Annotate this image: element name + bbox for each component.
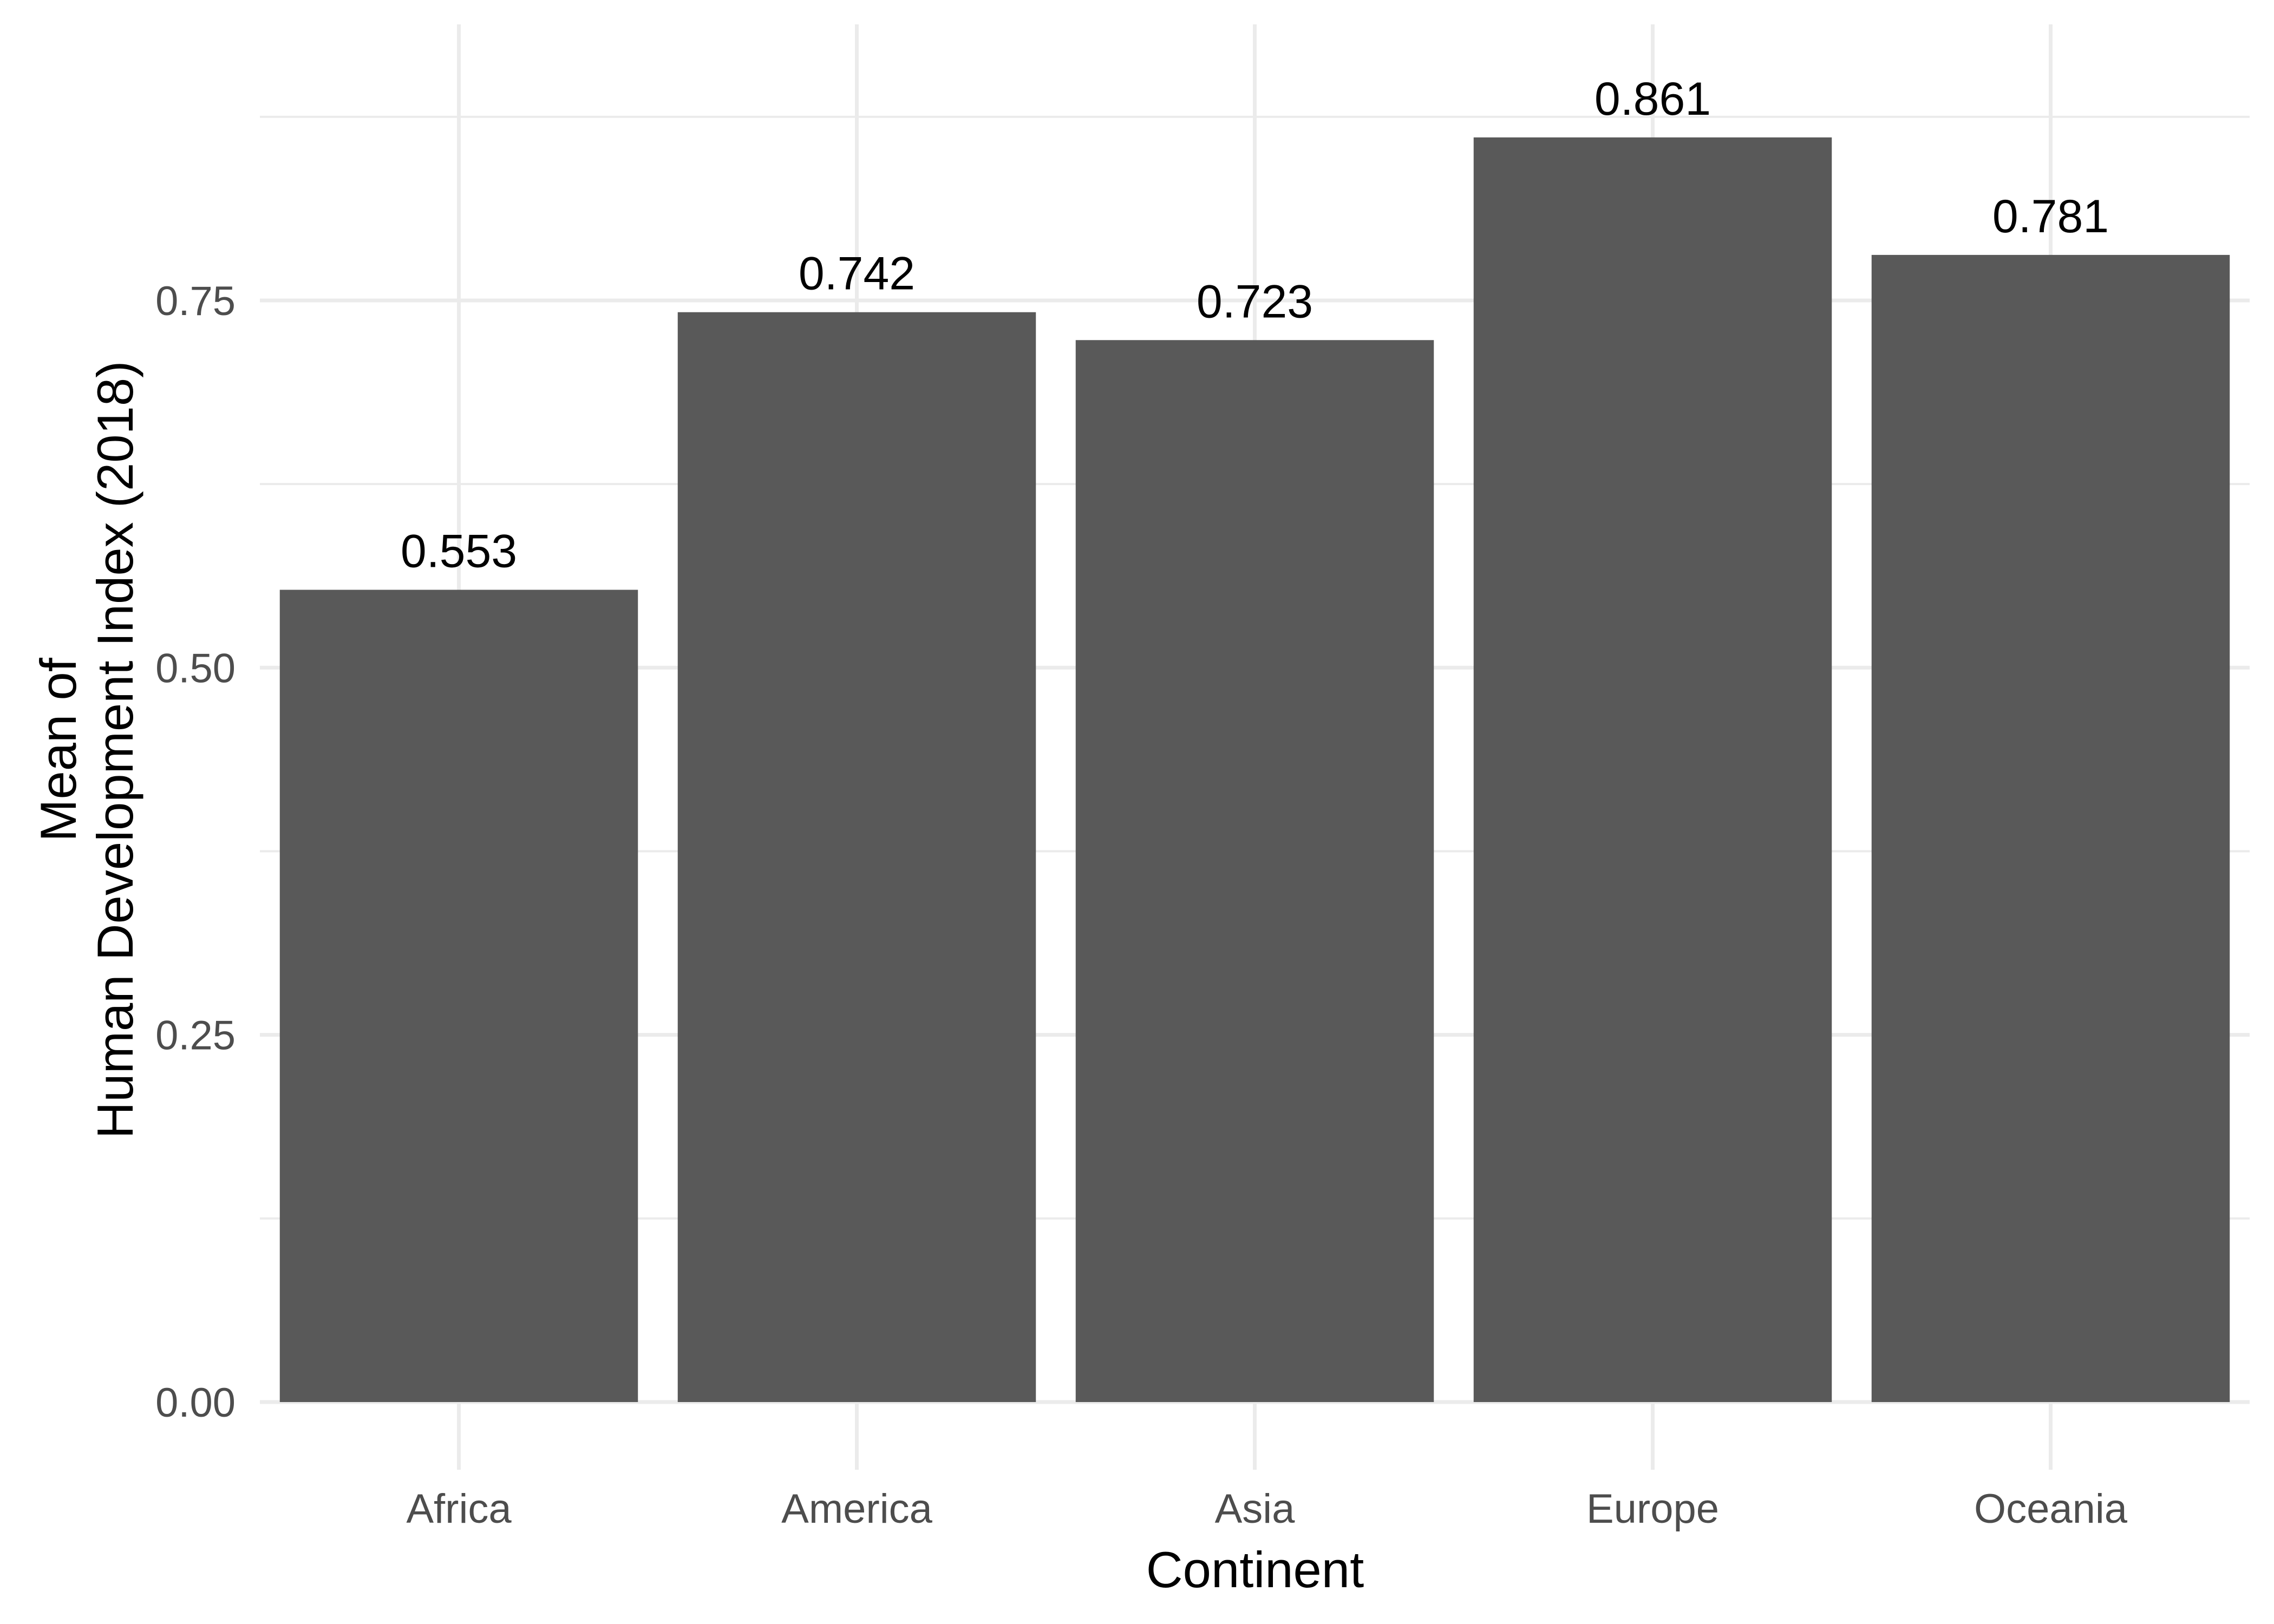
data-label: 0.742	[799, 248, 915, 300]
x-tick-label: Asia	[1215, 1486, 1296, 1532]
data-label: 0.723	[1197, 276, 1313, 328]
x-tick-label: Africa	[406, 1486, 512, 1532]
y-tick-label: 0.25	[155, 1013, 236, 1059]
data-label: 0.553	[401, 526, 517, 578]
bar-asia	[1075, 340, 1434, 1402]
y-tick-label: 0.50	[155, 645, 236, 691]
bars	[279, 137, 2230, 1402]
y-axis-title: Mean of Human Development Index (2018)	[30, 361, 143, 1139]
y-tick-label: 0.00	[155, 1380, 236, 1426]
y-tick-label: 0.75	[155, 278, 236, 324]
data-label: 0.781	[1992, 191, 2109, 243]
bar-europe	[1473, 137, 1832, 1402]
x-tick-label: Oceania	[1974, 1486, 2128, 1532]
x-tick-label: America	[781, 1486, 932, 1532]
x-tick-label: Europe	[1586, 1486, 1719, 1532]
data-labels: 0.553 0.742 0.723 0.861 0.781	[401, 73, 2109, 578]
y-axis-title-line-2: Human Development Index (2018)	[87, 361, 143, 1139]
bar-america	[677, 312, 1036, 1402]
x-axis-ticks: Africa America Asia Europe Oceania	[406, 1486, 2127, 1532]
x-axis-title: Continent	[1146, 1541, 1364, 1598]
y-axis-ticks: 0.00 0.25 0.50 0.75	[155, 278, 236, 1426]
bar-oceania	[1871, 254, 2230, 1402]
bar-africa	[279, 590, 638, 1402]
y-axis-title-line-1: Mean of	[30, 657, 87, 842]
data-label: 0.861	[1595, 73, 1711, 125]
